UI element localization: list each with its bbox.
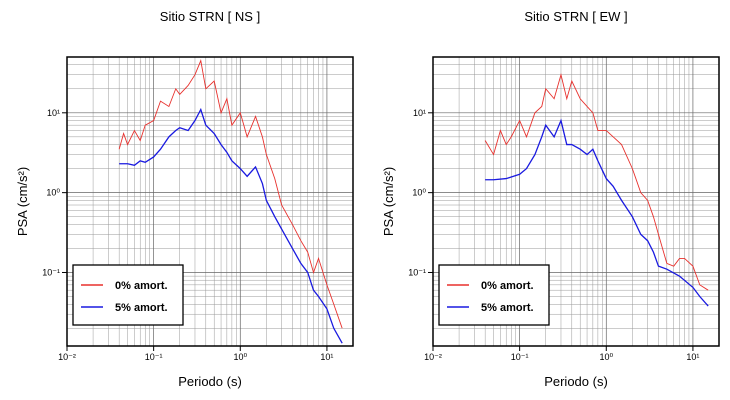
y-tick-label: 10¹ — [47, 108, 60, 118]
legend-label: 0% amort. — [115, 280, 168, 292]
legend-box — [438, 264, 550, 326]
y-tick-label: 10⁻¹ — [408, 267, 426, 277]
plot-frame — [432, 56, 720, 347]
y-axis-label: PSA (cm/s²) — [381, 167, 396, 236]
legend-label: 0% amort. — [481, 280, 534, 292]
panel: Sitio STRN [ EW ] 10⁻² 10⁻¹ 10⁰ 10¹ 10⁻¹ 10⁰ 10… — [381, 9, 720, 389]
legend-label: 5% amort. — [115, 302, 168, 314]
x-tick-label: 10⁰ — [599, 352, 613, 362]
chart-title: Sitio STRN [ EW ] — [524, 9, 627, 24]
y-tick-label: 10¹ — [413, 108, 426, 118]
legend-box — [72, 264, 184, 326]
series-line — [119, 107, 343, 344]
panel: Sitio STRN [ NS ] 10⁻² 10⁻¹ 10⁰ 10¹ 10⁻¹ 10⁰ 10… — [15, 9, 354, 389]
series-line — [118, 59, 343, 329]
y-tick-label: 10⁻¹ — [42, 267, 60, 277]
y-tick-label: 10⁰ — [46, 188, 60, 198]
x-tick-label: 10⁻² — [58, 352, 76, 362]
x-tick-label: 10¹ — [686, 352, 699, 362]
x-tick-label: 10¹ — [320, 352, 333, 362]
series-line — [485, 118, 709, 307]
legend-label: 5% amort. — [481, 302, 534, 314]
y-axis-label: PSA (cm/s²) — [15, 167, 30, 236]
x-tick-label: 10⁻¹ — [511, 352, 529, 362]
x-tick-label: 10⁻¹ — [145, 352, 163, 362]
x-axis-label: Periodo (s) — [544, 374, 608, 389]
x-tick-label: 10⁻² — [424, 352, 442, 362]
chart-title: Sitio STRN [ NS ] — [160, 9, 260, 24]
series-line — [484, 72, 709, 291]
x-axis-label: Periodo (s) — [178, 374, 242, 389]
y-tick-label: 10⁰ — [412, 188, 426, 198]
x-tick-label: 10⁰ — [233, 352, 247, 362]
plot-frame — [66, 56, 354, 347]
